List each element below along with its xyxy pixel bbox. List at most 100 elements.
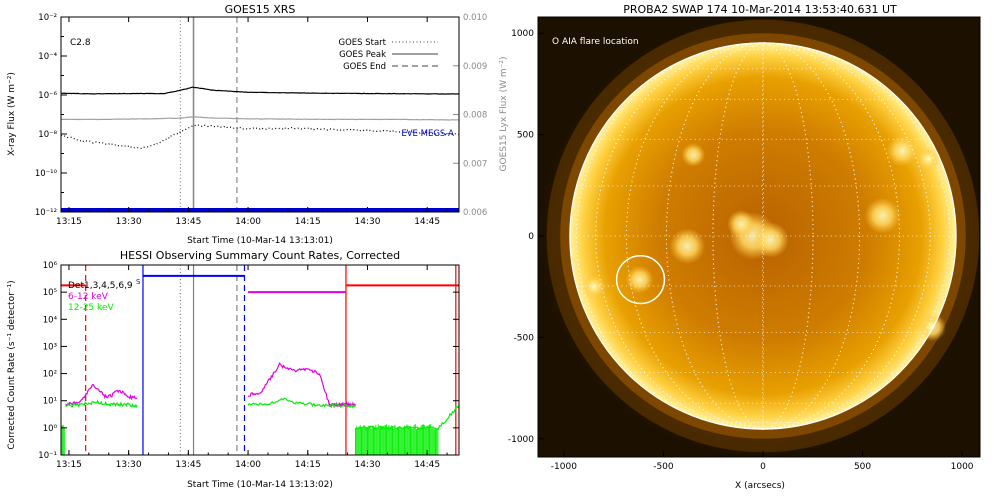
goes-xlabel: Start Time (10-Mar-14 13:13:01)	[187, 236, 333, 246]
hessi-xtick-label: 14:00	[235, 460, 261, 470]
swap-xtick-label: 500	[854, 462, 871, 472]
hessi-ytick-label: 10⁰	[43, 424, 58, 434]
longitude-line	[575, 42, 951, 430]
hessi-ytick-label: 10⁵	[43, 288, 57, 298]
swap-axes: -1000 -500 0 500 1000 -1000 -500 0 500 1000	[508, 29, 974, 472]
solar-disk-group	[546, 19, 980, 453]
swap-xlabel: X (arcsecs)	[735, 481, 785, 491]
goes-xtick-label: 14:00	[235, 217, 261, 227]
goes-ytick-label: 10⁻¹⁰	[35, 169, 58, 179]
active-region	[864, 197, 901, 234]
active-region	[916, 146, 941, 171]
goes-axes: 13:15 13:30 13:45 14:00 14:15 14:30 14:45 10⁻¹²…	[35, 13, 487, 227]
goes-xtick-label: 14:30	[354, 217, 380, 227]
active-region	[727, 209, 756, 238]
goes-xtick-label: 13:30	[116, 217, 142, 227]
goes-ylabel-right: GOES15 Lyx Flux (W m⁻²)	[499, 57, 509, 172]
hessi-xtick-label: 14:30	[354, 460, 380, 470]
swap-ytick-label: 1000	[511, 29, 534, 39]
goes-flare-class: C2.8	[70, 38, 91, 48]
active-region	[753, 222, 789, 258]
hessi-series-1-seg-2	[355, 405, 459, 431]
goes-xtick-label: 13:15	[56, 217, 82, 227]
hessi-legend-label: 12-25 keV	[68, 303, 114, 313]
goes-y2tick-label: 0.006	[463, 208, 487, 218]
hessi-frame	[60, 264, 460, 456]
longitude-line	[665, 42, 861, 430]
hessi-series-0-seg-0	[65, 383, 138, 407]
hessi-s-marker: S	[136, 278, 141, 286]
swap-image	[538, 17, 980, 457]
active-region	[681, 142, 706, 167]
goes-y2tick-label: 0.010	[463, 13, 487, 23]
active-region	[581, 274, 606, 299]
swap-ytick-label: 500	[517, 131, 534, 141]
hessi-plot-area	[61, 265, 459, 455]
swap-xtick-label: -1000	[551, 462, 577, 472]
hessi-xtick-label: 14:45	[414, 460, 440, 470]
hessi-ytick-label: 10²	[43, 370, 57, 380]
hessi-panel: HESSI Observing Summary Count Rates, Cor…	[7, 249, 460, 490]
active-region	[918, 313, 947, 342]
goes-y2tick-label: 0.009	[463, 62, 487, 72]
goes-series-2	[61, 124, 459, 150]
goes-legend: GOES Start GOES Peak GOES End	[338, 38, 438, 72]
hessi-series-1-seg-1	[247, 397, 356, 409]
goes-ylabel: X-ray Flux (W m⁻²)	[7, 72, 17, 156]
eve-label: EVE MEGS-A	[401, 129, 454, 139]
swap-title: PROBA2 SWAP 174 10-Mar-2014 13:53:40.631…	[623, 3, 897, 16]
goes-legend-label: GOES End	[343, 62, 386, 72]
hessi-xlabel: Start Time (10-Mar-14 13:13:02)	[187, 480, 333, 490]
swap-panel: PROBA2 SWAP 174 10-Mar-2014 13:53:40.631…	[508, 3, 981, 491]
hessi-series-1-seg-0	[65, 399, 138, 409]
solar-limb	[569, 42, 957, 430]
active-region	[886, 134, 919, 167]
goes-plot-area	[61, 17, 459, 212]
goes-ytick-label: 10⁻²	[38, 13, 57, 23]
hessi-legend-label: Det1,3,4,5,6,9	[68, 281, 133, 291]
hessi-axes: 13:15 13:30 13:45 14:00 14:15 14:30 14:45 10⁻¹ 1…	[38, 261, 459, 470]
hessi-legend-label: 6-12 keV	[68, 292, 109, 302]
goes-legend-label: GOES Peak	[339, 50, 386, 60]
goes-y2tick-label: 0.007	[463, 159, 487, 169]
aia-flare-label: O AIA flare location	[552, 37, 639, 47]
goes-title: GOES15 XRS	[225, 3, 296, 16]
active-region	[669, 228, 706, 265]
hessi-ytick-label: 10⁻¹	[38, 451, 57, 461]
goes-series-1	[61, 116, 459, 121]
goes-ytick-label: 10⁻⁸	[38, 130, 57, 140]
goes-series-0	[61, 86, 459, 95]
swap-xtick-label: 0	[760, 462, 766, 472]
goes-frame	[60, 16, 460, 213]
goes-xtick-label: 13:45	[175, 217, 201, 227]
active-region	[625, 265, 654, 294]
flare-location-circle	[615, 254, 666, 305]
longitude-line	[761, 42, 764, 430]
goes-xtick-label: 14:15	[295, 217, 321, 227]
hessi-ytick-label: 10⁶	[43, 261, 58, 271]
hessi-ytick-label: 10⁴	[43, 315, 58, 325]
hessi-ylabel: Corrected Count Rate (s⁻¹ detector⁻¹)	[7, 280, 17, 449]
hessi-xtick-label: 13:15	[56, 460, 82, 470]
goes-xtick-label: 14:45	[414, 217, 440, 227]
hessi-title: HESSI Observing Summary Count Rates, Cor…	[120, 249, 400, 262]
swap-ytick-label: 0	[528, 232, 534, 242]
longitude-line	[595, 42, 931, 430]
hessi-xtick-label: 13:30	[116, 460, 142, 470]
swap-xtick-label: 1000	[951, 462, 974, 472]
goes-y2tick-label: 0.008	[463, 111, 487, 121]
hessi-xtick-label: 13:45	[175, 460, 201, 470]
goes-legend-label: GOES Start	[338, 38, 386, 48]
goes-panel: GOES15 XRS 13:15 13:30 13:45 14:00 14:15 14:3…	[7, 3, 509, 246]
longitude-line	[625, 42, 901, 430]
goes-ytick-label: 10⁻⁴	[38, 52, 57, 62]
hessi-xtick-label: 14:15	[295, 460, 321, 470]
goes-ytick-label: 10⁻⁶	[38, 91, 57, 101]
goes-ytick-label: 10⁻¹²	[35, 208, 57, 218]
hessi-ytick-label: 10¹	[43, 397, 57, 407]
hessi-series-0-seg-1	[248, 362, 330, 406]
hessi-ytick-label: 10³	[43, 342, 57, 352]
